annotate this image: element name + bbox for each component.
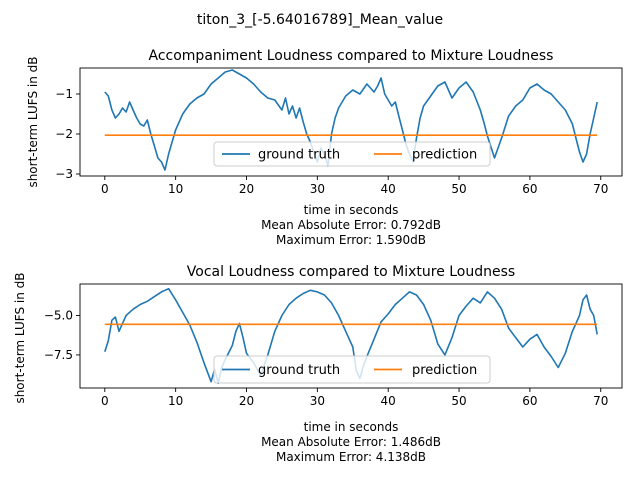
x-tick-label: 30	[310, 394, 325, 408]
x-tick-label: 70	[593, 394, 608, 408]
x-tick-label: 20	[239, 182, 254, 196]
x-tick-label: 0	[101, 394, 109, 408]
figure-suptitle: titon_3_[-5.64016789]_Mean_value	[197, 12, 443, 28]
accompaniment-panel: Accompaniment Loudness compared to Mixtu…	[26, 48, 623, 247]
x-tick-label: 10	[168, 394, 183, 408]
y-axis-label: short-term LUFS in dB	[26, 56, 40, 187]
x-axis-label: time in seconds	[304, 420, 399, 434]
panel-title: Accompaniment Loudness compared to Mixtu…	[149, 48, 554, 64]
x-tick-label: 20	[239, 394, 254, 408]
x-tick-label: 70	[593, 182, 608, 196]
legend-box	[213, 141, 491, 167]
x-tick-label: 60	[522, 182, 537, 196]
x-tick-label: 40	[381, 394, 396, 408]
legend: ground truth prediction	[213, 355, 491, 384]
legend-box	[213, 355, 491, 384]
legend-ground-truth-label: ground truth	[258, 363, 340, 378]
x-tick-label: 30	[310, 182, 325, 196]
legend-ground-truth-label: ground truth	[258, 148, 340, 163]
axes-frame	[79, 67, 623, 177]
y-tick-label: −2	[55, 127, 73, 141]
y-tick-label: −5.0	[44, 309, 73, 323]
x-tick-label: 40	[381, 182, 396, 196]
mae-text: Mean Absolute Error: 1.486dB	[261, 435, 441, 449]
legend-prediction-label: prediction	[412, 148, 477, 163]
x-tick-label: 0	[101, 182, 109, 196]
axes-frame	[79, 283, 623, 389]
x-tick-label: 10	[168, 182, 183, 196]
y-tick-label: −1	[55, 87, 73, 101]
mae-text: Mean Absolute Error: 0.792dB	[261, 218, 441, 232]
max-error-text: Maximum Error: 4.138dB	[276, 450, 426, 464]
plot-area: 0 10 20 30 40 50 60 70 −5.0 −7.5 ground truth predi…	[44, 283, 623, 408]
plot-area: 0 10 20 30 40 50 60 70 −1 −2 −3 ground truth predict…	[55, 67, 623, 196]
y-tick-label: −3	[55, 167, 73, 181]
vocal-panel: Vocal Loudness compared to Mixture Loudn…	[13, 264, 623, 464]
panel-title: Vocal Loudness compared to Mixture Loudn…	[187, 264, 515, 280]
legend: ground truth prediction	[213, 141, 491, 167]
ground-truth-line	[104, 69, 598, 171]
x-tick-label: 50	[451, 394, 466, 408]
x-tick-label: 50	[451, 182, 466, 196]
legend-prediction-label: prediction	[412, 363, 477, 378]
y-axis-label: short-term LUFS in dB	[13, 272, 27, 403]
x-tick-label: 60	[522, 394, 537, 408]
max-error-text: Maximum Error: 1.590dB	[276, 233, 426, 247]
y-tick-label: −7.5	[44, 348, 73, 362]
ground-truth-line	[104, 287, 598, 385]
x-axis-label: time in seconds	[304, 203, 399, 217]
